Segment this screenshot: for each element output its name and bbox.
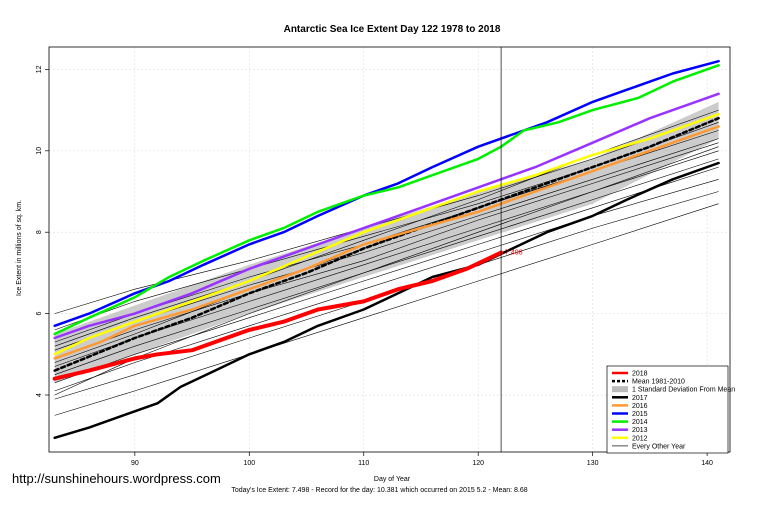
legend-label: Every Other Year: [632, 443, 686, 450]
legend-label: 2015: [632, 411, 648, 418]
legend-swatch: [612, 386, 628, 393]
plot-area: 7.498 90 100 110 120 130 140 4 6 8 10 12: [36, 46, 731, 467]
legend-label: Mean 1981-2010: [632, 379, 685, 386]
website-url[interactable]: http://sunshinehours.wordpress.com: [12, 471, 221, 486]
footer-summary: Today's Ice Extent: 7.498 - Record for t…: [231, 487, 528, 494]
other-year-line: [54, 203, 719, 416]
std-deviation-band: [54, 101, 719, 383]
x-tick-label: 130: [587, 460, 599, 467]
series-line-2012: [53, 112, 720, 356]
y-tick-label: 12: [36, 65, 43, 73]
plot-frame: [48, 46, 731, 453]
chart-title: Antarctic Sea Ice Extent Day 122 1978 to…: [284, 24, 501, 35]
series-line-2018: [52, 250, 504, 381]
legend-label: 2017: [632, 395, 648, 402]
other-year-line: [54, 142, 719, 359]
legend-label: 2016: [632, 403, 648, 410]
legend-label: 2012: [632, 435, 648, 442]
x-tick-label: 120: [472, 460, 484, 467]
x-tick-label: 110: [358, 460, 369, 467]
other-year-line: [54, 166, 719, 384]
y-tick-label: 4: [36, 393, 43, 397]
legend-label: 2013: [632, 427, 648, 434]
legend-label: 2018: [632, 371, 648, 378]
current-value-label: 7.498: [505, 250, 523, 257]
legend-label: 2014: [632, 419, 648, 426]
other-year-line: [54, 113, 719, 314]
y-tick-label: 8: [36, 230, 43, 234]
x-tick-label: 90: [131, 460, 139, 467]
series-line-mean-1981-2010: [53, 116, 720, 372]
x-tick-label: 140: [701, 460, 713, 467]
series-line-2017: [53, 161, 720, 440]
plot-series: [52, 59, 720, 440]
series-line-2016: [53, 125, 720, 360]
y-axis-label: Ice Extent in millions of sq. km.: [16, 200, 23, 296]
series-line-2015: [53, 59, 720, 328]
x-tick-label: 100: [243, 460, 255, 467]
series-line-2014: [53, 64, 720, 336]
y-tick-label: 6: [36, 312, 43, 316]
legend-label: 1 Standard Deviation From Mean: [632, 387, 735, 394]
x-axis-label: Day of Year: [374, 476, 411, 483]
y-tick-label: 10: [36, 147, 43, 155]
series-line-2013: [53, 92, 720, 340]
